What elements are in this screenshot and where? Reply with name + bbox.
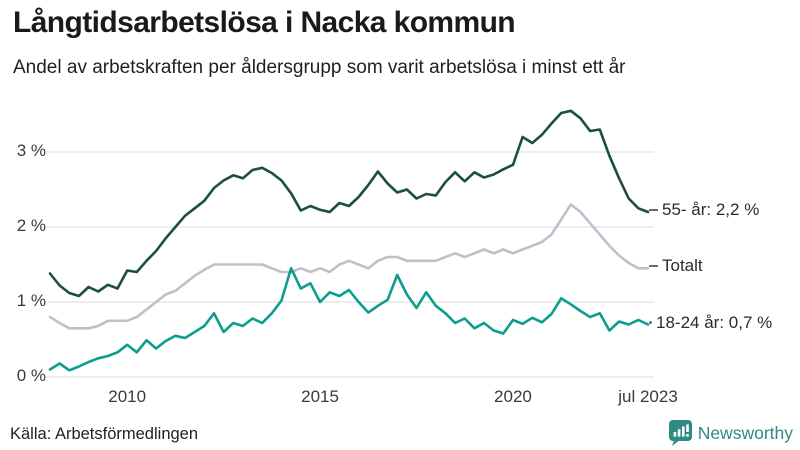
y-tick-label: 0 % [16,366,46,385]
source-attribution: Källa: Arbetsförmedlingen [10,425,199,443]
x-tick-label: jul 2023 [618,387,678,406]
x-tick-label: 2015 [301,387,339,406]
series-label-text: 18-24 år: 0,7 % [656,312,773,332]
x-tick-label: 2010 [108,387,147,406]
leader-dot-icon [649,321,652,324]
page-title: Långtidsarbetslösa i Nacka kommun [13,6,516,39]
series-label-text: 55- år: 2,2 % [662,200,760,219]
series-label-totalt: Totalt [649,256,703,276]
leader-dash-icon [649,209,658,211]
chart-subtitle: Andel av arbetskraften per åldersgrupp s… [13,57,626,78]
series-label-18-24-ar: 18-24 år: 0,7 % [649,313,772,333]
bar-chart-speech-bubble-icon [668,420,692,446]
series-label-55-ar: 55- år: 2,2 % [649,200,759,220]
y-tick-label: 3 % [16,141,46,160]
series-label-text: Totalt [662,256,703,276]
leader-dash-icon [649,265,658,268]
newsworthy-logo: Newsworthy [668,420,793,446]
brand-name: Newsworthy [697,422,793,443]
x-tick-label: 2020 [494,387,532,406]
y-tick-label: 2 % [16,216,46,235]
y-tick-label: 1 % [16,291,46,310]
